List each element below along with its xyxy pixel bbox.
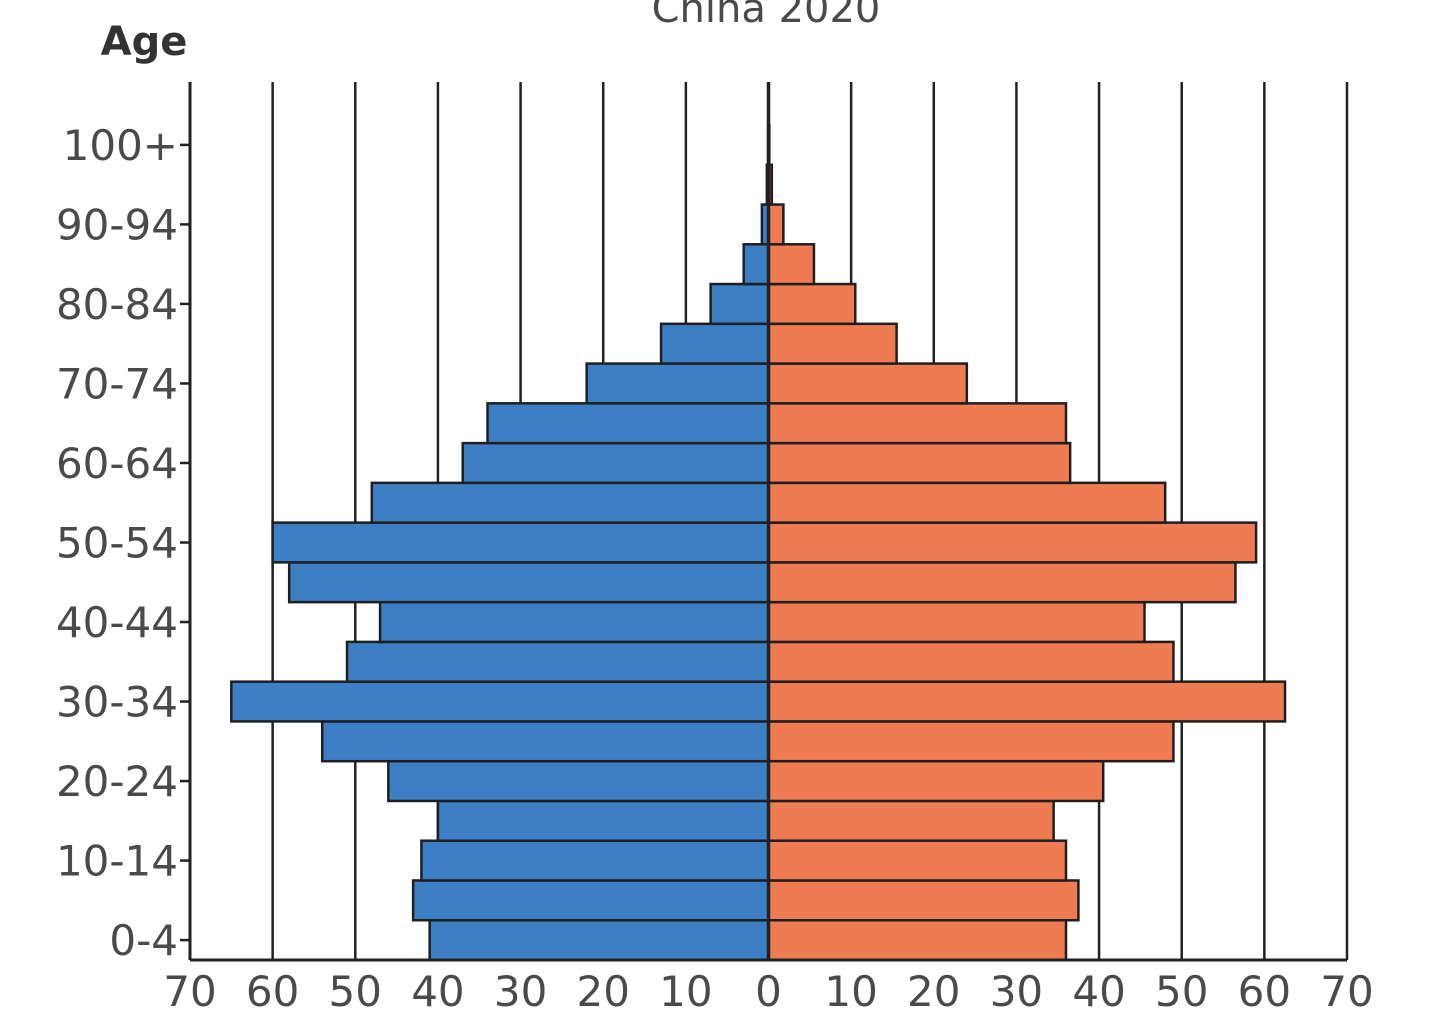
- bar-left-40-44: [378, 600, 770, 644]
- bar-left-5-9: [411, 879, 770, 922]
- y-tick-label: 20-24: [56, 757, 178, 806]
- bar-right-55-59: [767, 481, 1167, 524]
- bar-right-25-29: [767, 720, 1175, 763]
- x-tick-label: 0: [755, 967, 782, 1016]
- bar-left-55-59: [370, 481, 770, 524]
- bar-right-40-44: [767, 600, 1146, 644]
- bar-left-60-64: [461, 441, 770, 485]
- bar-right-35-39: [767, 640, 1175, 683]
- bar-left-0-4: [428, 918, 770, 962]
- bar-right-45-49: [767, 561, 1237, 604]
- x-tick-label: 40: [1072, 967, 1125, 1016]
- x-tick-labels: 70 60 50 40 30 20 10 0 10 20 30 40 50 60 70: [163, 967, 1373, 1016]
- bar-right-65-69: [767, 402, 1068, 445]
- bar-left-75-79: [659, 322, 770, 365]
- y-tick-labels: 0-4 10-14 20-24 30-34 40-44 50-54 60-64 70-74 80…: [56, 121, 178, 965]
- x-tick-label: 40: [411, 967, 464, 1016]
- bar-right-30-34: [767, 680, 1287, 723]
- bar-right-80-84: [767, 282, 857, 326]
- y-tick-label: 70-74: [56, 359, 178, 408]
- bar-left-80-84: [709, 282, 770, 326]
- bar-left-35-39: [345, 640, 770, 683]
- x-tick-label: 10: [824, 967, 877, 1016]
- bar-left-50-54: [271, 521, 770, 564]
- bar-right-20-24: [767, 759, 1105, 803]
- bar-right-60-64: [767, 441, 1072, 485]
- bar-left-10-14: [420, 839, 770, 882]
- x-tick-label: 30: [494, 967, 547, 1016]
- x-tick-label: 20: [576, 967, 629, 1016]
- y-tick-label: 30-34: [56, 678, 178, 727]
- y-tick-label: 40-44: [56, 598, 178, 647]
- bar-left-20-24: [387, 759, 770, 803]
- x-tick-label: 20: [907, 967, 960, 1016]
- bar-right-15-19: [767, 799, 1055, 842]
- x-tick-label: 10: [659, 967, 712, 1016]
- bar-left-15-19: [436, 799, 770, 842]
- bar-right-90-94: [767, 203, 785, 246]
- bar-right-70-74: [767, 362, 969, 405]
- bar-right-75-79: [767, 322, 898, 365]
- bar-right-85-89: [767, 243, 816, 286]
- x-tick-label: 60: [1238, 967, 1291, 1016]
- y-tick-label: 100+: [63, 121, 178, 170]
- bars-layer: [230, 123, 1287, 962]
- bar-left-30-34: [230, 680, 770, 723]
- y-tick-label: 10-14: [56, 837, 178, 886]
- bar-right-0-4: [767, 918, 1068, 962]
- bar-left-45-49: [287, 561, 770, 604]
- bar-right-50-54: [767, 521, 1258, 564]
- bar-right-5-9: [767, 879, 1080, 922]
- x-tick-label: 30: [990, 967, 1043, 1016]
- x-tick-label: 50: [329, 967, 382, 1016]
- y-tick-label: 0-4: [109, 916, 178, 965]
- bar-left-65-69: [486, 402, 770, 445]
- bar-left-25-29: [320, 720, 770, 763]
- x-tick-label: 70: [1320, 967, 1373, 1016]
- y-axis-label: Age: [101, 19, 188, 65]
- y-tick-label: 90-94: [56, 200, 178, 249]
- axis-layer: [180, 82, 1347, 962]
- bar-left-70-74: [585, 362, 770, 405]
- y-tick-label: 50-54: [56, 519, 178, 568]
- bar-right-10-14: [767, 839, 1068, 882]
- x-tick-label: 60: [246, 967, 299, 1016]
- y-tick-label: 60-64: [56, 439, 178, 488]
- y-tick-label: 80-84: [56, 280, 178, 329]
- bar-left-85-89: [742, 243, 770, 286]
- x-tick-label: 50: [1155, 967, 1208, 1016]
- x-tick-label: 70: [163, 967, 216, 1016]
- chart-title: China 2020: [652, 0, 881, 32]
